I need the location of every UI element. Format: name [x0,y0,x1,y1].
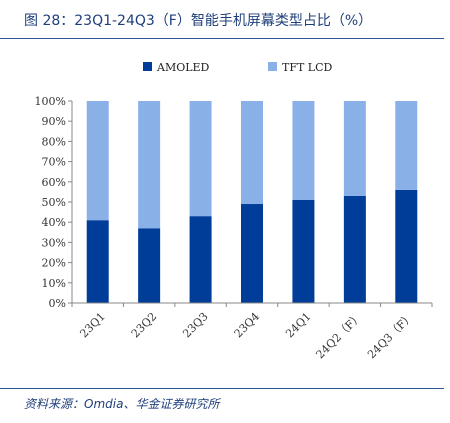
legend-label-0: AMOLED [156,61,210,74]
x-tick-label: 23Q2 [129,310,159,340]
bar-tft-lcd-3 [241,101,263,205]
y-tick-label: 20% [42,257,66,270]
y-tick-label: 90% [42,115,66,128]
legend: AMOLED TFT LCD [143,61,333,74]
y-tick-label: 50% [42,196,66,209]
bottom-divider [0,388,444,389]
source-note: 资料来源：Omdia、华金证券研究所 [24,397,220,411]
bar-tft-lcd-5 [343,101,366,196]
bar-amoled-5 [343,195,366,303]
bars [86,101,418,303]
bar-tft-lcd-6 [395,101,418,190]
legend-label-1: TFT LCD [282,61,333,74]
x-axis: 23Q1 23Q2 23Q3 23Q4 24Q1 24Q2（F） 24Q3（F） [71,302,433,361]
bar-tft-lcd-2 [189,101,212,217]
y-axis: 0% 10% 20% 30% 40% 50% 60% 70% 80% 90% 100% [35,95,73,310]
x-tick-label: 24Q2（F） [314,310,365,361]
x-tick-label: 23Q3 [180,310,210,340]
x-tick-label: 23Q1 [77,310,107,340]
x-tick-label: 24Q1 [283,310,313,340]
legend-swatch-1 [268,62,277,71]
bar-tft-lcd-0 [86,101,109,221]
bar-amoled-4 [292,199,315,303]
y-tick-label: 40% [42,216,66,229]
stacked-bar-chart: AMOLED TFT LCD 0% 10% 20% 30% 40% 50% 60% 70% 80%… [35,61,433,361]
y-tick-label: 100% [35,95,66,108]
bar-amoled-0 [86,220,109,303]
bar-amoled-2 [189,216,212,303]
figure-title: 图 28：23Q1-24Q3（F）智能手机屏幕类型占比（%） [24,13,373,29]
y-tick-label: 80% [42,135,66,148]
bar-amoled-6 [395,189,418,303]
legend-swatch-0 [143,62,152,71]
y-tick-label: 0% [49,297,66,310]
bar-tft-lcd-1 [138,101,161,229]
bar-amoled-1 [138,228,161,303]
bar-tft-lcd-4 [292,101,315,200]
y-tick-label: 60% [42,176,66,189]
top-divider [0,38,444,39]
x-tick-label: 23Q4 [232,310,262,340]
y-tick-label: 10% [42,277,66,290]
y-tick-label: 70% [42,156,66,169]
y-tick-label: 30% [42,236,66,249]
bar-amoled-3 [241,204,263,303]
x-tick-label: 24Q3（F） [365,310,416,361]
